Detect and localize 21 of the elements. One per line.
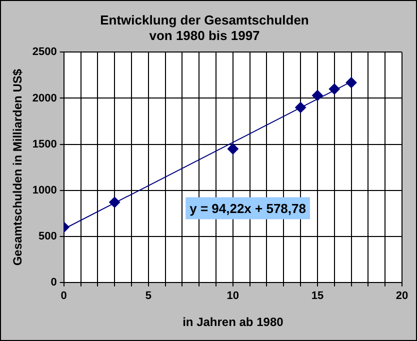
y-tick-label: 2000	[32, 92, 57, 104]
x-tick-label: 20	[396, 290, 408, 302]
x-axis-title: in Jahren ab 1980	[182, 315, 284, 330]
y-tick-label: 1500	[32, 138, 57, 150]
x-tick-label: 10	[226, 290, 240, 302]
y-tick-label: 500	[38, 230, 57, 242]
point	[328, 84, 340, 95]
point	[227, 143, 238, 154]
y-tick-label: 2500	[32, 46, 57, 58]
y-axis-title: Gesamtschulden in Milliarden US$	[10, 68, 25, 266]
y-tick-label: 1000	[32, 184, 57, 196]
point	[295, 102, 306, 113]
point	[109, 196, 120, 208]
point	[312, 90, 323, 101]
x-tick-label: 15	[311, 290, 324, 302]
chart-title: Entwicklung der Gesamtschulden von 1980 bis 1997	[100, 12, 309, 43]
x-tick-label: 5	[145, 290, 152, 302]
point	[346, 77, 357, 88]
x-tick-label: 0	[60, 290, 67, 302]
annotation: y = 94,22x + 578,78	[190, 200, 306, 216]
y-tick-label: 0	[50, 276, 57, 288]
